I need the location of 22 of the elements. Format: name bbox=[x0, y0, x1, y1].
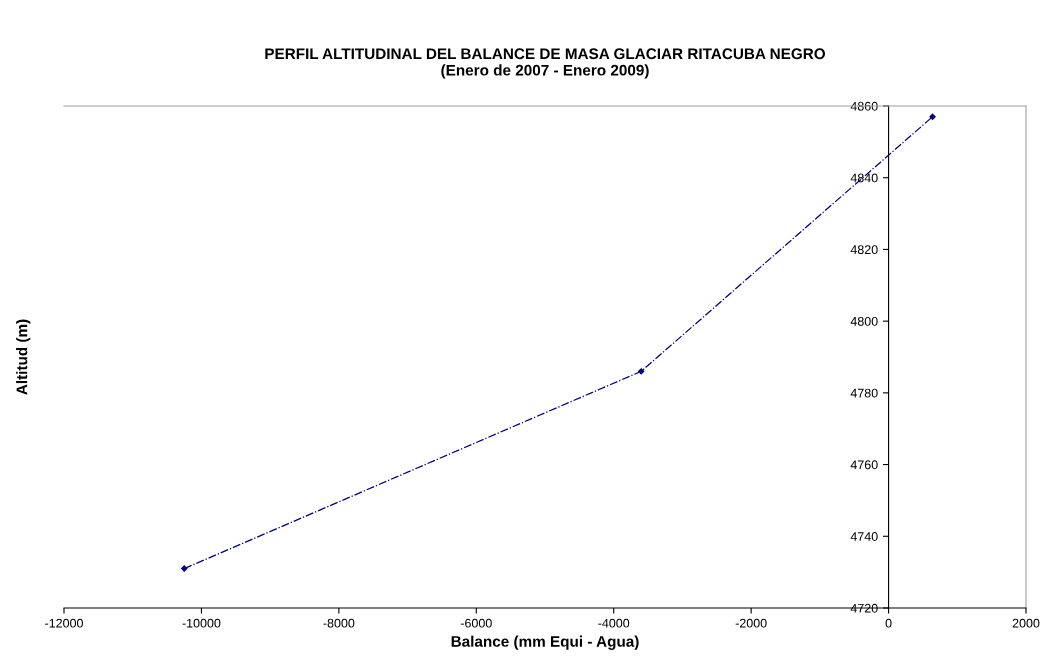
point bbox=[929, 113, 936, 120]
y-tick-label: 4820 bbox=[850, 245, 878, 255]
y-tick-label: 4860 bbox=[850, 101, 878, 111]
y-tick-label: 4840 bbox=[850, 173, 878, 183]
x-tick-label: -6000 bbox=[460, 618, 492, 628]
chart-title: PERFIL ALTITUDINAL DEL BALANCE DE MASA GLACIAR RITACUBA NEGRO (Enero de 2007 - Enero 2009) bbox=[265, 48, 826, 79]
y-tick-label: 4780 bbox=[850, 388, 878, 398]
x-tick-label: 2000 bbox=[1012, 618, 1040, 628]
y-axis-title: Altitud (m) bbox=[16, 319, 31, 395]
y-tick-label: 4800 bbox=[850, 316, 878, 326]
x-tick-label: -12000 bbox=[45, 618, 83, 628]
x-tick-label: 0 bbox=[885, 618, 892, 628]
y-tick-label: 4760 bbox=[850, 460, 878, 470]
y-tick-label: 4740 bbox=[850, 532, 878, 541]
y-tick-label: 4720 bbox=[850, 603, 878, 613]
x-tick-label: -4000 bbox=[598, 618, 630, 628]
point bbox=[181, 565, 188, 572]
x-tick-label: -8000 bbox=[323, 618, 355, 628]
point bbox=[638, 368, 645, 375]
x-tick-label: -2000 bbox=[735, 618, 767, 628]
x-tick-label: -10000 bbox=[182, 618, 221, 628]
x-axis-title: Balance (mm Equi - Agua) bbox=[451, 635, 639, 650]
